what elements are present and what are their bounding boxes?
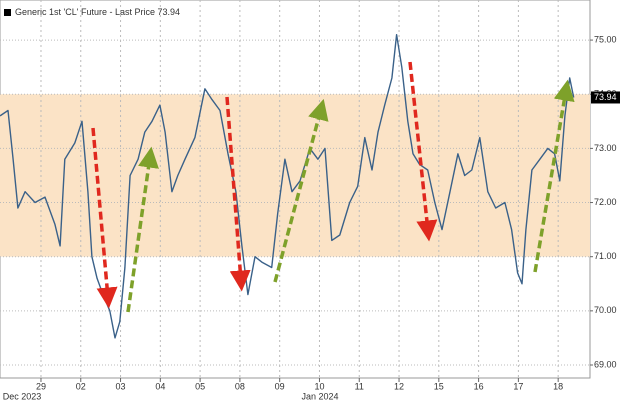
down-arrow [225,96,251,292]
down-arrow [408,61,438,242]
x-tick-label: 12 [394,381,404,391]
x-tick-label: 03 [116,381,126,391]
x-tick-label: 11 [355,381,364,391]
y-tick-label: 72.00 [594,197,617,207]
annotation-arrows [91,61,575,313]
x-tick-label: 10 [314,381,324,391]
legend-name: Generic 1st 'CL' Future - Last Price [15,7,155,17]
x-tick-label: 17 [513,381,523,391]
x-tick-label: 05 [195,381,205,391]
y-tick-label: 69.00 [594,359,617,369]
x-tick-label: 04 [155,381,165,391]
period-label: Jan 2024 [301,391,338,401]
up-arrow [273,98,329,283]
legend-swatch [4,9,11,16]
up-arrow [533,79,575,273]
price-line [0,34,575,339]
x-tick-label: 29 [36,381,46,391]
legend-label: Generic 1st 'CL' Future - Last Price 73.… [15,7,180,17]
x-tick-label: 15 [434,381,444,391]
x-tick-label: 18 [553,381,563,391]
x-tick-label: 09 [275,381,285,391]
range-band [0,94,590,257]
down-arrow [91,127,118,309]
x-tick-label: 02 [76,381,86,391]
period-label: Dec 2023 [3,391,42,401]
y-tick-label: 73.00 [594,143,617,153]
y-tick-label: 70.00 [594,305,617,315]
x-tick-label: 08 [235,381,245,391]
legend-last-price: 73.94 [158,7,181,17]
x-tick-label: 16 [474,381,484,391]
y-tick-label: 71.00 [594,251,617,261]
up-arrow [126,146,159,313]
last-price-tag [591,91,620,104]
y-tick-label: 75.00 [594,34,617,44]
last-price-label: 73.94 [594,92,617,102]
legend: Generic 1st 'CL' Future - Last Price 73.… [4,7,180,17]
